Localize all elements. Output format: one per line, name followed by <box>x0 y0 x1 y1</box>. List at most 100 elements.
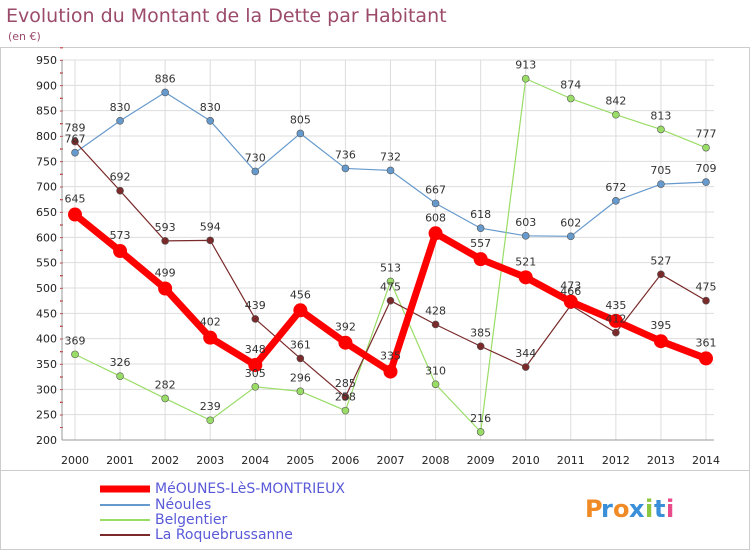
data-point-1 <box>296 129 305 138</box>
x-tick-label: 2009 <box>467 454 495 467</box>
data-point-2 <box>657 125 665 134</box>
y-tick-label: 850 <box>36 105 57 118</box>
data-point-0 <box>158 281 173 296</box>
value-label: 603 <box>515 216 536 229</box>
value-label: 913 <box>515 59 536 72</box>
value-label: 428 <box>425 304 446 317</box>
logo-letter: i <box>666 495 674 523</box>
value-label: 439 <box>245 299 266 312</box>
data-point-0 <box>203 330 218 345</box>
value-label-layer: 767 830 886 830 730 805 736 732 667 618 603 602 672 7… <box>65 59 717 425</box>
data-point-2 <box>702 143 710 152</box>
data-point-2 <box>206 416 215 425</box>
y-tick-label: 500 <box>36 282 57 295</box>
data-point-2 <box>386 277 395 286</box>
legend-label-2: Belgentier <box>155 512 227 528</box>
data-point-1 <box>386 166 395 175</box>
logo-letter: i <box>645 495 653 523</box>
data-point-0 <box>699 351 713 366</box>
legend-box <box>0 470 750 550</box>
value-label: 348 <box>245 343 266 356</box>
y-tick-label: 400 <box>36 333 57 346</box>
data-point-3 <box>161 237 169 245</box>
y-tick-label: 250 <box>36 409 57 422</box>
value-label: 361 <box>696 336 717 349</box>
value-label: 395 <box>650 319 671 332</box>
data-point-3 <box>521 363 530 371</box>
data-point-1 <box>702 178 710 186</box>
data-point-1 <box>521 232 530 240</box>
x-tick-label: 2010 <box>512 454 540 467</box>
data-point-2 <box>341 406 350 415</box>
legend-label-3: La Roquebrussanne <box>155 527 293 543</box>
value-label: 618 <box>470 208 491 221</box>
data-point-0 <box>338 335 353 350</box>
value-label: 475 <box>380 281 401 294</box>
data-point-1 <box>206 117 215 125</box>
value-label: 732 <box>380 150 401 163</box>
logo-letter: P <box>585 495 603 523</box>
value-label: 282 <box>155 378 176 391</box>
data-point-0 <box>518 270 533 285</box>
value-label: 412 <box>605 313 626 326</box>
data-point-2 <box>476 428 485 436</box>
value-label: 305 <box>245 367 266 380</box>
data-point-2 <box>116 372 124 380</box>
value-label: 594 <box>200 220 221 233</box>
data-point-0 <box>383 364 398 379</box>
y-tick-label: 900 <box>36 79 57 92</box>
value-label: 730 <box>245 151 266 164</box>
value-label: 830 <box>200 101 221 114</box>
data-point-0 <box>293 303 308 318</box>
logo-letter: r <box>601 495 613 523</box>
value-label: 805 <box>290 113 311 126</box>
value-label: 830 <box>110 101 131 114</box>
value-label: 435 <box>605 299 626 312</box>
x-tick-label: 2001 <box>106 454 134 467</box>
data-point-2 <box>431 380 440 389</box>
value-label: 499 <box>155 267 176 280</box>
logo-letter: x <box>629 495 645 523</box>
y-tick-label: 700 <box>36 181 57 194</box>
value-label: 736 <box>335 148 356 161</box>
value-label: 672 <box>605 181 626 194</box>
value-label: 602 <box>560 216 581 229</box>
data-point-2 <box>251 382 260 391</box>
value-label: 385 <box>470 326 491 339</box>
value-label: 557 <box>470 237 491 250</box>
data-point-3 <box>657 270 665 279</box>
logo-letter: t <box>654 495 665 523</box>
data-point-2 <box>612 110 620 119</box>
data-point-1 <box>476 224 485 233</box>
legend: MéOUNES-LèS-MONTRIEUXNéoulesBelgentierLa… <box>100 481 345 543</box>
data-point-3 <box>386 296 395 305</box>
data-point-2 <box>161 394 169 403</box>
data-point-3 <box>612 328 620 337</box>
value-label: 258 <box>335 391 356 404</box>
value-label: 521 <box>515 255 536 268</box>
y-tick-label: 800 <box>36 130 57 143</box>
data-point-3 <box>341 393 350 401</box>
x-tick-label: 2006 <box>331 454 359 467</box>
data-point-3 <box>476 342 485 351</box>
value-label: 369 <box>65 334 86 347</box>
value-label: 645 <box>65 193 86 206</box>
value-label: 456 <box>290 288 311 301</box>
data-point-0 <box>113 244 128 259</box>
chart-title: Evolution du Montant de la Dette par Hab… <box>6 5 447 27</box>
value-label: 466 <box>560 285 581 298</box>
value-label: 777 <box>696 128 717 141</box>
data-point-2 <box>296 387 305 396</box>
x-tick-label: 2007 <box>377 454 405 467</box>
data-point-0 <box>473 252 488 267</box>
data-point-0 <box>653 334 668 349</box>
y-tick-label: 200 <box>36 434 57 447</box>
value-label: 402 <box>200 316 221 329</box>
axis-layer: 200 250 300 350 400 450 500 550 600 650 700 750 800 8… <box>36 47 720 467</box>
x-tick-label: 2013 <box>647 454 675 467</box>
value-label: 513 <box>380 261 401 274</box>
value-label: 285 <box>335 377 356 390</box>
value-label: 692 <box>110 171 131 184</box>
data-point-0 <box>563 294 578 309</box>
